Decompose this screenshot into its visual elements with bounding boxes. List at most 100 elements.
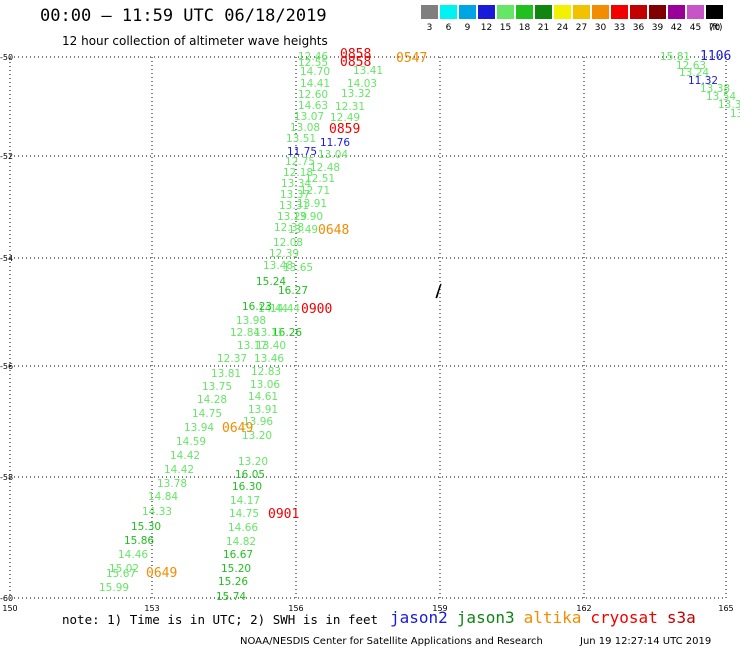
wave-height-label: 16.23: [242, 301, 272, 313]
map-frame: [9, 56, 727, 599]
wave-height-label: 15.99: [99, 582, 129, 594]
wave-height-label: 16.05: [235, 469, 265, 481]
footer-timestamp: Jun 19 12:27:14 UTC 2019: [580, 636, 712, 647]
wave-height-label: 13.94: [184, 422, 214, 434]
pass-time-label: 0900: [301, 302, 332, 317]
wave-height-label: 14.61: [248, 391, 278, 403]
wave-height-label: 13.29: [277, 211, 307, 223]
wave-height-label: 14.59: [176, 436, 206, 448]
y-axis-label: -52: [0, 152, 13, 161]
wave-height-label: 13.39: [718, 99, 740, 111]
wave-height-label: 12.71: [300, 185, 330, 197]
wave-height-label: 13.34: [281, 178, 311, 190]
wave-height-label: 13.38: [700, 83, 730, 95]
legend-label: 30: [594, 23, 607, 33]
wave-height-label: 13.96: [243, 416, 273, 428]
satellite-key: jason2 jason3 altika cryosat s3a: [390, 608, 705, 627]
wave-height-label: 15.81: [660, 51, 690, 63]
pass-time-label: 0858: [340, 47, 371, 62]
wave-height-label: 14.41: [300, 78, 330, 90]
wave-height-label: 14.28: [197, 394, 227, 406]
y-axis-label: -60: [0, 594, 13, 603]
wave-height-label: 14.70: [300, 66, 330, 78]
legend-swatch: [611, 5, 628, 19]
wave-height-label: 12.18: [283, 167, 313, 179]
wave-height-label: 12.75: [285, 156, 315, 168]
wave-height-label: 13.91: [297, 198, 327, 210]
wave-height-label: 11.76: [320, 137, 350, 149]
footer-credit: NOAA/NESDIS Center for Satellite Applica…: [240, 636, 543, 647]
wave-height-label: 13.91: [248, 404, 278, 416]
wave-height-label: 12.63: [676, 60, 706, 72]
wave-height-label: 14.82: [226, 536, 256, 548]
observation-labels: 12.4612.5514.7014.4112.6014.6313.0713.08…: [0, 0, 740, 603]
satellite-altika: altika: [523, 608, 582, 627]
x-axis-label: 165: [718, 604, 733, 613]
pass-time-label: 0649: [146, 566, 177, 581]
wave-height-label: 13.90: [293, 211, 323, 223]
wave-height-label: 13.04: [318, 149, 348, 161]
wave-height-label: 12.38: [274, 222, 304, 234]
legend-swatch: [554, 5, 571, 19]
legend-label: 36: [632, 23, 645, 33]
legend-label: 9: [464, 23, 471, 33]
legend-swatch: [440, 5, 457, 19]
wave-height-label: 12.60: [298, 89, 328, 101]
legend-label: 27: [575, 23, 588, 33]
wave-height-label: 15.26: [218, 576, 248, 588]
legend-swatch: [649, 5, 666, 19]
wave-height-label: 12.48: [310, 162, 340, 174]
map-subtitle: 12 hour collection of altimeter wave hei…: [62, 34, 328, 48]
wave-height-label: 13.75: [202, 381, 232, 393]
wave-height-label: 14.66: [228, 522, 258, 534]
legend-swatch: [706, 5, 723, 19]
wave-height-label: 12.31: [335, 101, 365, 113]
wave-height-label: 13.81: [211, 368, 241, 380]
wave-height-label: 11.32: [688, 75, 718, 87]
footer-note: note: 1) Time is in UTC; 2) SWH is in fe…: [62, 612, 379, 627]
y-axis-label: -54: [0, 254, 13, 263]
wave-height-label: 12.39: [269, 248, 299, 260]
legend-label: 70: [708, 23, 721, 33]
wave-height-label: 13.49: [288, 224, 318, 236]
wave-height-label: 14.84: [148, 491, 178, 503]
wave-height-label: 13.07: [294, 111, 324, 123]
wave-height-label: 12.08: [273, 237, 303, 249]
wave-height-label: 13.31: [279, 200, 309, 212]
pass-time-label: 0858: [340, 55, 371, 70]
wave-height-label: 16.26: [272, 327, 302, 339]
wave-height-label: 12.83: [251, 366, 281, 378]
wave-height-label: 11.75: [287, 146, 317, 158]
wave-height-label: 12.46: [298, 51, 328, 63]
wave-height-label: 15.30: [131, 521, 161, 533]
wave-height-label: 12.84: [230, 327, 260, 339]
wave-height-label: 13.51: [286, 133, 316, 145]
legend-label: 42: [670, 23, 683, 33]
wave-height-label: 15.24: [256, 276, 286, 288]
wave-height-label: 14.46: [118, 549, 148, 561]
pass-time-label: 0547: [396, 51, 427, 66]
wave-height-label: 13: [0, 0, 13, 3]
x-axis-label: 153: [144, 604, 159, 613]
legend-swatch: [459, 5, 476, 19]
wave-height-label: 12.55: [298, 57, 328, 69]
wave-height-label: 15.74: [216, 591, 246, 603]
legend-unit: (ft): [709, 23, 723, 33]
wave-height-label: 16.30: [232, 481, 262, 493]
y-axis-label: -58: [0, 473, 13, 482]
satellite-cryosat: cryosat: [590, 608, 658, 627]
wave-height-label: 12.51: [305, 173, 335, 185]
wave-height-label: 13.32: [341, 88, 371, 100]
wave-height-label: 13.41: [353, 65, 383, 77]
satellite-s3a: s3a: [666, 608, 696, 627]
wave-height-label: 13.1: [730, 108, 740, 120]
satellite-jason3: jason3: [456, 608, 515, 627]
wave-height-label: 13.54: [706, 91, 736, 103]
wave-height-label: 13.98: [236, 315, 266, 327]
wave-height-label: 14.75: [192, 408, 222, 420]
wave-height-label: 15.86: [124, 535, 154, 547]
x-axis-label: 162: [576, 604, 591, 613]
wave-height-label: 13.20: [242, 430, 272, 442]
